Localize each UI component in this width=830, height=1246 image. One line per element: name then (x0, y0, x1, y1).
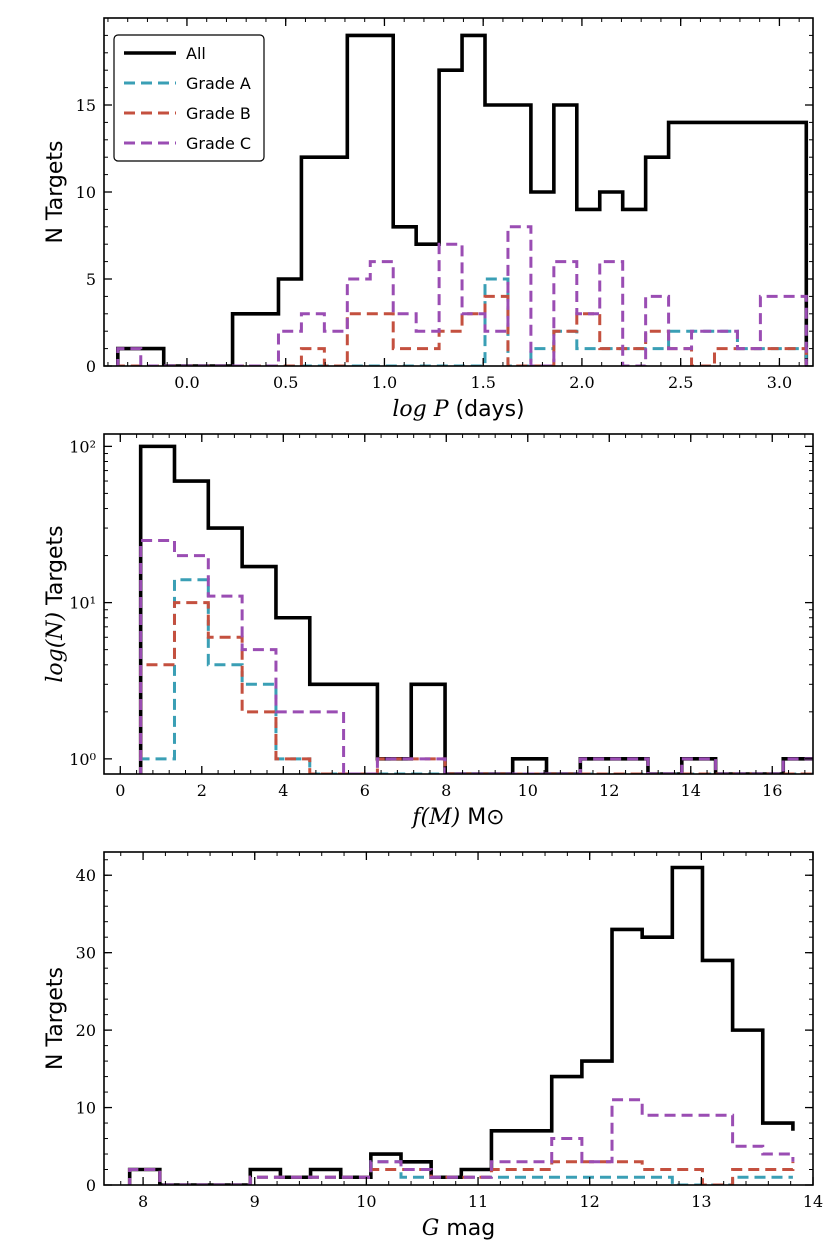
plot-area (127, 865, 795, 1185)
series-grade-c (128, 1098, 795, 1185)
legend-label: Grade B (186, 104, 251, 123)
y-tick-label: 10 (76, 1099, 96, 1118)
axes-frame (103, 433, 814, 775)
x-tick-label: 14 (803, 1192, 823, 1211)
y-tick-label: 5 (86, 270, 96, 289)
y-axis-title: N Targets (43, 141, 68, 244)
y-tick-label: 10² (69, 437, 96, 456)
x-axis-title: G mag (422, 1216, 495, 1241)
x-tick-label: 2 (197, 781, 207, 800)
x-tick-label: 13 (691, 1192, 711, 1211)
x-tick-label: 12 (599, 781, 619, 800)
y-tick-label: 30 (76, 944, 96, 963)
x-axis-title: f(M) M⊙ (410, 805, 504, 830)
x-tick-label: 11 (468, 1192, 488, 1211)
series-grade-c (116, 225, 808, 366)
y-axis-title: log(N) Targets (43, 525, 68, 682)
series-all (138, 444, 813, 774)
panel-3: 8 9 10 11 12 13 14 0 10 20 30 40 G mag N Targets (43, 851, 823, 1241)
series-grade-b (116, 294, 808, 366)
y-tick-label: 0 (86, 357, 96, 376)
x-tick-label: 9 (250, 1192, 260, 1211)
axes-frame (103, 851, 814, 1186)
x-tick-label: 8 (441, 781, 451, 800)
x-tick-label: 2.5 (668, 373, 693, 392)
x-tick-label: 8 (138, 1192, 148, 1211)
x-tick-label: 2.0 (569, 373, 594, 392)
y-tick-label: 10⁰ (69, 750, 96, 769)
legend-label: All (186, 44, 206, 63)
x-tick-label: 1.0 (372, 373, 397, 392)
legend-box (113, 34, 265, 162)
series-grade-a (128, 1160, 793, 1185)
y-tick-label: 40 (76, 866, 96, 885)
series-all (116, 33, 809, 366)
y-axis-title: N Targets (43, 967, 68, 1070)
panel-1: 0.0 0.5 1.0 1.5 2.0 2.5 3.0 0 5 10 15 log P (days) N… (43, 17, 814, 422)
y-tick-label: 0 (86, 1176, 96, 1195)
x-tick-label: 16 (762, 781, 782, 800)
x-tick-label: 0.0 (174, 373, 199, 392)
y-tick-label: 10 (76, 183, 96, 202)
series-grade-c (139, 538, 813, 774)
x-tick-label: 6 (360, 781, 370, 800)
legend: All Grade A Grade B Grade C (113, 34, 265, 162)
x-tick-label: 1.5 (470, 373, 495, 392)
series-all (127, 865, 795, 1185)
x-tick-label: 10 (356, 1192, 376, 1211)
y-tick-label: 15 (76, 96, 96, 115)
x-tick-label: 0.5 (273, 373, 298, 392)
x-tick-label: 14 (681, 781, 701, 800)
legend-label: Grade C (186, 134, 251, 153)
x-axis-title: log P (days) (392, 397, 524, 422)
x-tick-label: 0 (115, 781, 125, 800)
y-tick-label: 10¹ (69, 594, 96, 613)
x-tick-label: 12 (580, 1192, 600, 1211)
plot-area (138, 444, 813, 774)
x-tick-label: 3.0 (767, 373, 792, 392)
y-tick-label: 20 (76, 1021, 96, 1040)
panel-2: 0 2 4 6 8 10 12 14 16 10⁰ 10¹ 10² f(M) M⊙ log(N) Targ… (43, 433, 814, 830)
legend-label: Grade A (186, 74, 251, 93)
x-tick-label: 4 (278, 781, 288, 800)
x-tick-label: 10 (518, 781, 538, 800)
plot-area (116, 33, 809, 366)
